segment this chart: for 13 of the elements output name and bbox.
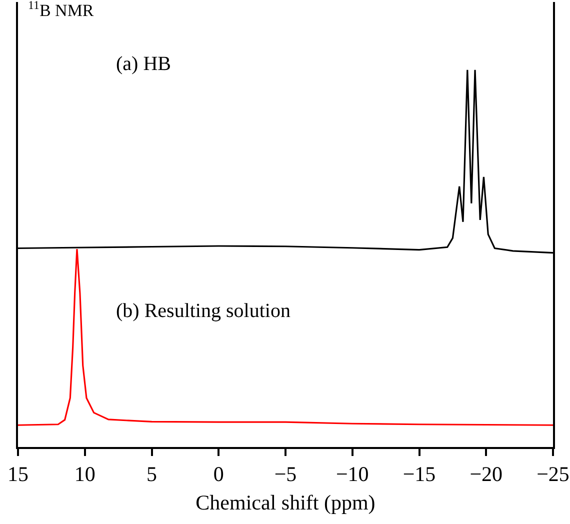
x-tick-label: 10: [74, 462, 96, 486]
x-tick-label: −5: [274, 462, 297, 486]
x-tick-label: −25: [536, 462, 570, 486]
annotation: (a) HB: [116, 53, 171, 75]
x-tick-label: −15: [402, 462, 436, 486]
annotation: (b) Resulting solution: [116, 300, 290, 322]
x-tick-label: 5: [146, 462, 157, 486]
x-tick-label: 15: [8, 462, 28, 486]
text: $^{11}$B NMR: [28, 0, 94, 20]
x-tick-label: −10: [336, 462, 369, 486]
x-tick-label: −20: [470, 462, 503, 486]
x-axis-title: Chemical shift (ppm): [196, 490, 376, 515]
x-tick-label: 0: [213, 462, 224, 486]
